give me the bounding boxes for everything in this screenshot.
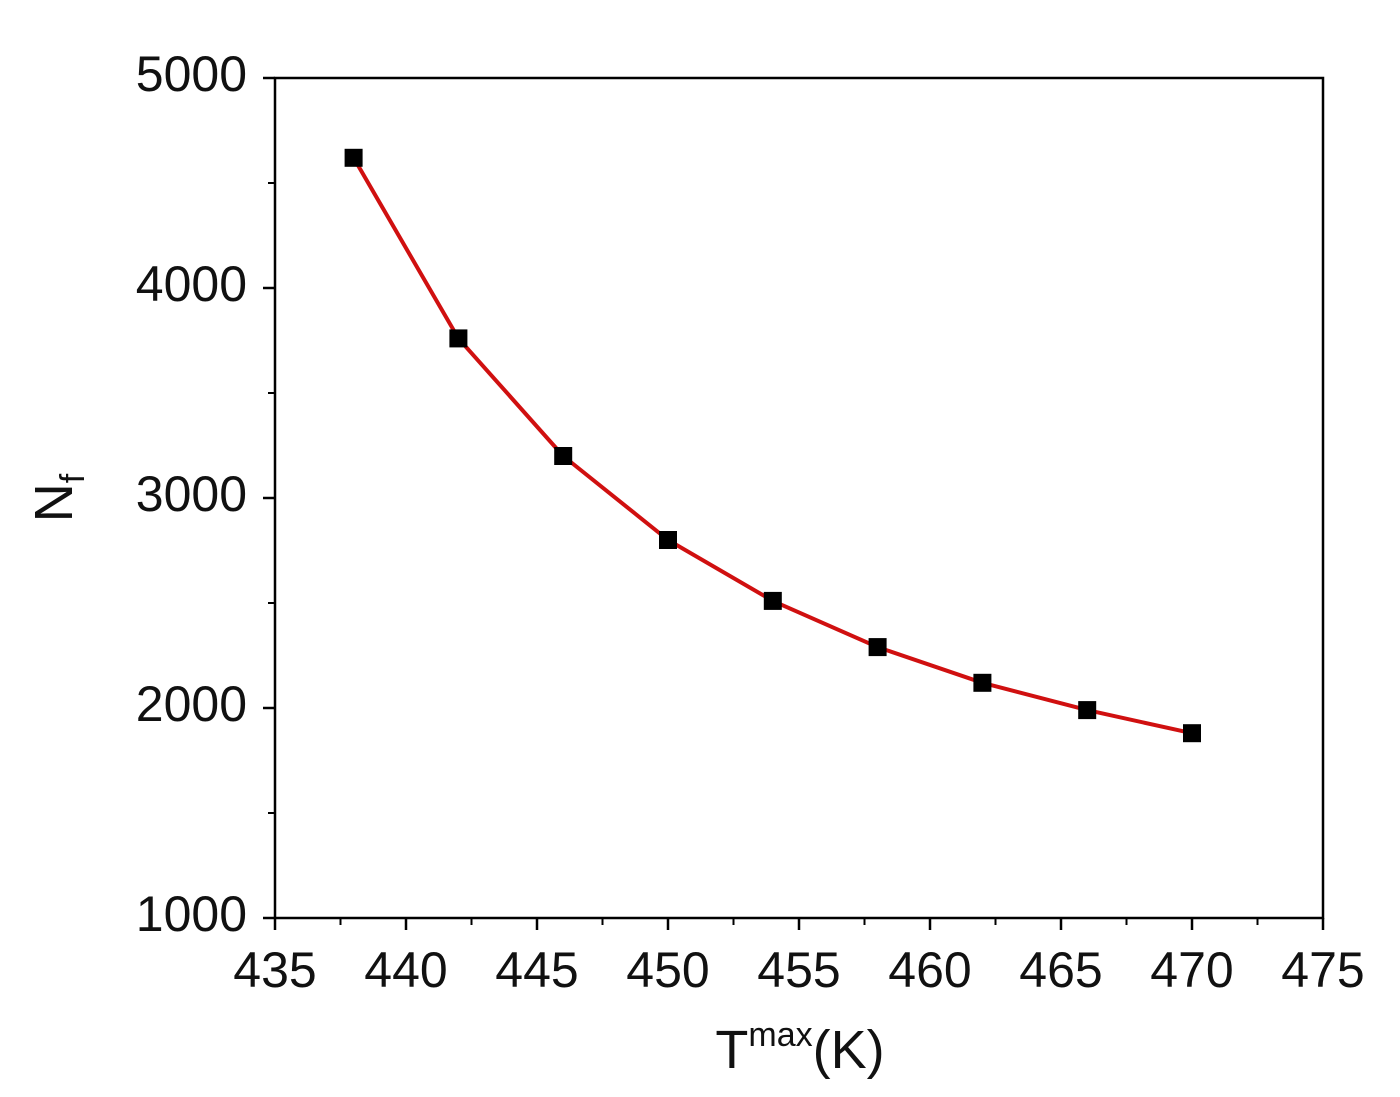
y-tick-label: 5000 bbox=[136, 46, 247, 102]
x-tick-label: 440 bbox=[364, 942, 447, 998]
x-tick-label: 465 bbox=[1019, 942, 1102, 998]
y-tick-label: 1000 bbox=[136, 886, 247, 942]
x-axis-label: Tmax(K) bbox=[715, 1016, 884, 1080]
marker bbox=[659, 531, 677, 549]
x-tick-label: 435 bbox=[233, 942, 316, 998]
x-tick-label: 450 bbox=[626, 942, 709, 998]
x-label-suffix: (K) bbox=[813, 1020, 885, 1080]
x-tick-label: 475 bbox=[1281, 942, 1364, 998]
marker bbox=[973, 673, 992, 692]
marker bbox=[1183, 724, 1201, 743]
y-tick-label: 4000 bbox=[136, 256, 247, 312]
x-label-sup: max bbox=[748, 1016, 812, 1054]
y-label-sub: f bbox=[54, 473, 92, 483]
marker bbox=[868, 638, 887, 657]
x-tick-label: 455 bbox=[757, 942, 840, 998]
marker bbox=[1078, 701, 1097, 720]
x-tick-label: 460 bbox=[888, 942, 971, 998]
marker bbox=[554, 447, 573, 465]
marker bbox=[763, 591, 782, 610]
y-label-main: N bbox=[24, 483, 84, 522]
y-tick-label: 3000 bbox=[136, 466, 247, 522]
x-tick-label: 445 bbox=[495, 942, 578, 998]
plot-frame bbox=[273, 76, 1325, 920]
x-label-main: T bbox=[715, 1020, 748, 1080]
series-line bbox=[351, 156, 1193, 736]
marker bbox=[344, 148, 363, 167]
y-axis-label: Nf bbox=[24, 473, 92, 522]
x-tick-label: 470 bbox=[1150, 942, 1233, 998]
y-tick-label: 2000 bbox=[136, 676, 247, 732]
marker bbox=[449, 329, 468, 348]
